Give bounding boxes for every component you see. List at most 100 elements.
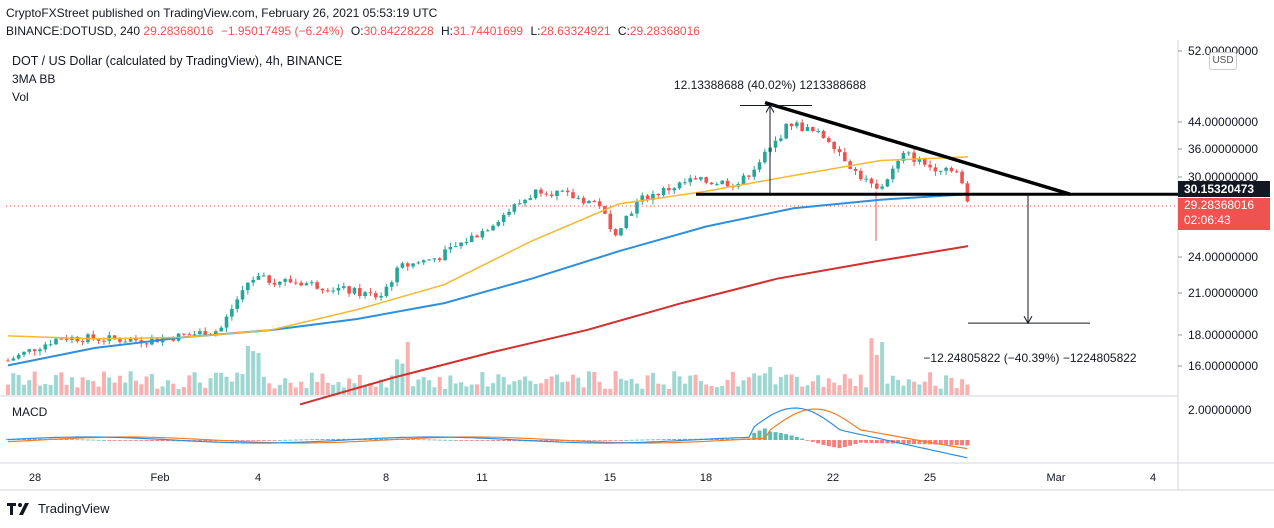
volume-bar (693, 374, 698, 395)
candle-body (565, 190, 570, 193)
candle-body (96, 339, 101, 341)
volume-bar (448, 375, 453, 395)
support-price-badge: 30.15320473 (1178, 181, 1270, 197)
candle-body (326, 290, 330, 292)
candle-body (656, 193, 661, 196)
volume-bar (682, 383, 687, 395)
macd-histogram-bar (965, 440, 970, 446)
volume-bar (165, 380, 170, 395)
candle-body (501, 214, 506, 223)
candle-body (784, 123, 788, 139)
volume-bar (762, 373, 767, 395)
macd-histogram-bar (32, 438, 37, 440)
indicator-legend[interactable]: 3MA BB (12, 72, 56, 86)
candle-body (800, 122, 804, 132)
volume-bar (645, 375, 650, 395)
volume-bar (112, 382, 117, 395)
volume-bar (363, 386, 368, 395)
macd-histogram-bar (469, 440, 474, 441)
candle-body (661, 188, 666, 196)
candle-body (112, 335, 117, 339)
tradingview-logo[interactable]: TradingView (6, 500, 110, 516)
volume-bar (592, 371, 597, 395)
last-price-badge: 29.28368016 02:06:43 (1178, 198, 1270, 230)
volume-bar (320, 373, 325, 395)
volume-bar (677, 376, 682, 395)
volume-bar (96, 386, 101, 395)
volume-bar (896, 379, 901, 395)
price-axis-label: 24.00000000 (1188, 250, 1258, 264)
candle-body (251, 279, 255, 283)
macd-histogram-bar (251, 440, 256, 441)
candle-body (278, 281, 282, 285)
candle-body (693, 178, 698, 180)
macd-histogram-bar (650, 439, 655, 441)
candle-body (933, 167, 938, 172)
volume-bar (91, 381, 96, 395)
candle-body (123, 341, 128, 343)
candle-body (267, 275, 271, 283)
volume-bar (139, 384, 144, 395)
volume-bar (885, 383, 890, 395)
ma-slow-line (299, 245, 969, 406)
candle-body (459, 242, 463, 247)
candle-body (890, 168, 895, 180)
candle-body (571, 192, 575, 199)
chart-title[interactable]: DOT / US Dollar (calculated by TradingVi… (12, 54, 343, 68)
volume-bar (379, 379, 384, 395)
macd-histogram-bar (64, 439, 69, 440)
candle-body (432, 258, 437, 260)
volume-bar (277, 384, 282, 395)
volume-bar (944, 375, 949, 395)
macd-histogram-bar (874, 440, 879, 444)
candle-body (715, 184, 719, 186)
macd-histogram-bar (938, 440, 943, 445)
candle-body (869, 178, 874, 184)
volume-legend[interactable]: Vol (12, 90, 29, 104)
volume-bar (85, 380, 90, 395)
macd-legend[interactable]: MACD (12, 405, 48, 419)
candle-body (411, 263, 415, 267)
macd-histogram-bar (608, 440, 613, 441)
volume-bar (21, 384, 26, 395)
volume-bar (309, 372, 314, 395)
volume-bar (464, 386, 469, 395)
volume-bar (37, 385, 42, 395)
macd-histogram-bar (784, 434, 789, 440)
volume-bar (229, 381, 234, 395)
volume-bar (261, 376, 266, 395)
macd-histogram-bar (368, 438, 373, 440)
price-axis-label: 16.00000000 (1188, 359, 1258, 373)
macd-histogram-bar (773, 432, 778, 440)
candle-body (960, 171, 964, 184)
macd-histogram-bar (634, 439, 639, 441)
macd-histogram-bar (912, 440, 917, 444)
volume-bar (117, 375, 122, 395)
volume-bar (853, 385, 858, 395)
macd-histogram-bar (816, 440, 821, 444)
macd-histogram-bar (288, 439, 293, 441)
volume-bar (640, 388, 645, 395)
macd-histogram-bar (762, 428, 767, 440)
volume-bar (208, 378, 213, 395)
candle-body (187, 334, 192, 336)
candle-body (949, 167, 954, 172)
candle-body (182, 333, 186, 335)
volume-bar (586, 371, 591, 395)
candle-body (203, 331, 208, 336)
change-value: −1.95017495 (−6.24%) (220, 24, 344, 38)
volume-bar (954, 388, 959, 395)
volume-bar (400, 363, 405, 395)
volume-bar (789, 374, 794, 395)
macd-histogram-bar (906, 440, 911, 444)
candle-body (246, 282, 250, 291)
volume-bar (213, 372, 218, 395)
macd-histogram-bar (832, 440, 837, 448)
volume-bar (240, 374, 245, 395)
open-label: O: (350, 24, 364, 38)
currency-button[interactable]: USD (1209, 52, 1237, 70)
candle-body (6, 360, 10, 362)
time-axis-label: 25 (924, 472, 936, 484)
volume-bar (800, 386, 805, 395)
